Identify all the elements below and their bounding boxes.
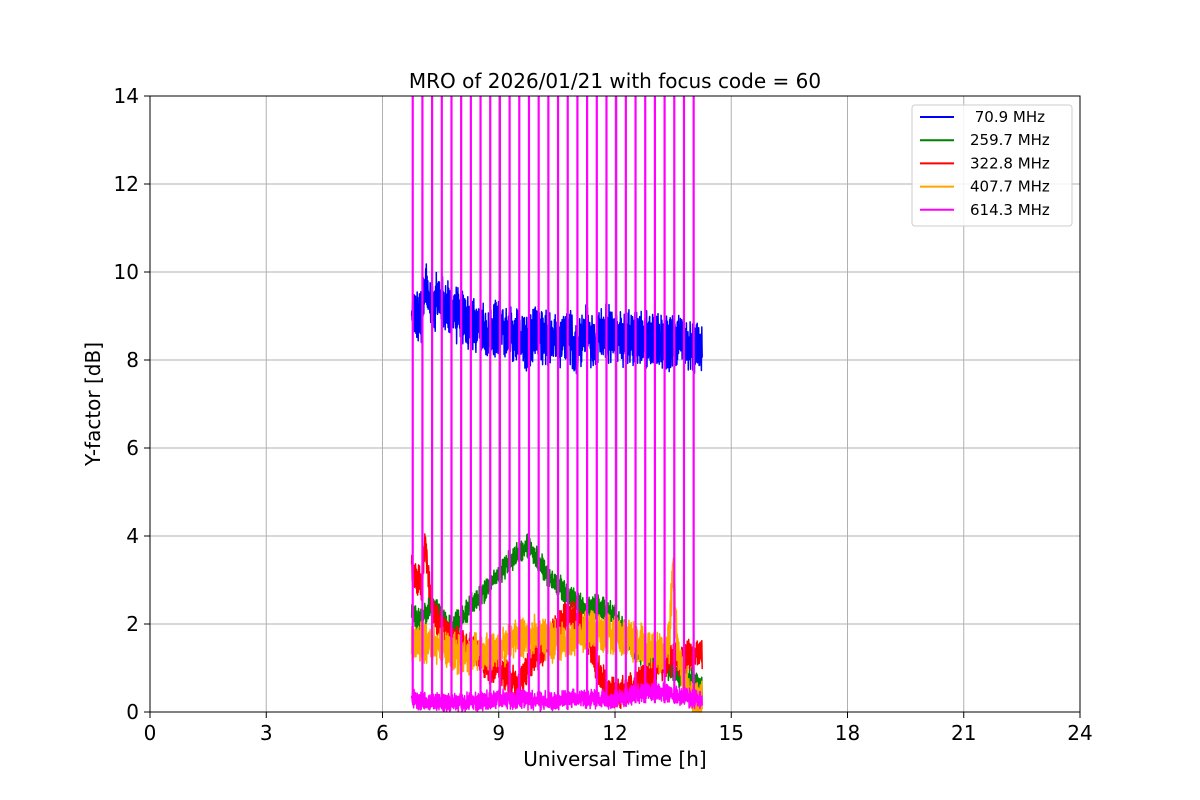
x-tick-label: 24: [1067, 721, 1092, 745]
series-line: [410, 557, 703, 713]
y-tick-label: 4: [126, 524, 139, 548]
legend-label: 259.7 MHz: [970, 131, 1050, 149]
x-tick-label: 15: [719, 721, 744, 745]
spike-layer: [411, 96, 695, 704]
y-tick-label: 2: [126, 612, 139, 636]
x-tick-label: 0: [144, 721, 157, 745]
legend-label: 407.7 MHz: [970, 178, 1050, 196]
y-tick-label: 12: [114, 172, 139, 196]
x-tick-label: 9: [492, 721, 505, 745]
y-tick-label: 10: [114, 260, 139, 284]
legend-label: 322.8 MHz: [970, 154, 1050, 172]
x-axis-label: Universal Time [h]: [523, 747, 706, 771]
series-line: [410, 679, 703, 713]
x-tick-label: 3: [260, 721, 273, 745]
x-tick-label: 18: [835, 721, 860, 745]
chart-title: MRO of 2026/01/21 with focus code = 60: [409, 69, 821, 93]
legend: 70.9 MHz 259.7 MHz 322.8 MHz 407.7 MHz 614.3…: [911, 104, 1073, 227]
y-axis-label: Y-factor [dB]: [81, 342, 105, 467]
legend-label: 70.9 MHz: [970, 108, 1045, 126]
y-tick-label: 14: [114, 84, 139, 108]
x-tick-label: 12: [602, 721, 627, 745]
x-tick-label: 21: [951, 721, 976, 745]
x-tick-label: 6: [376, 721, 389, 745]
series-layer: [410, 263, 703, 713]
legend-box: [911, 104, 1073, 227]
legend-label: 614.3 MHz: [970, 201, 1050, 219]
y-tick-label: 6: [126, 436, 139, 460]
series-line: [410, 263, 703, 375]
y-tick-label: 0: [126, 700, 139, 724]
y-tick-label: 8: [126, 348, 139, 372]
